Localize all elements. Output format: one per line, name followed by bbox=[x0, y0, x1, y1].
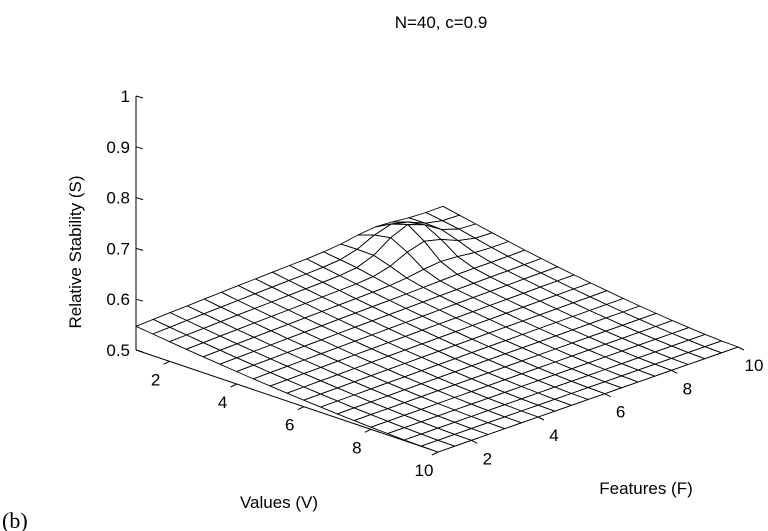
x-tick-label: 6 bbox=[285, 416, 294, 435]
z-tick-mark bbox=[135, 95, 144, 99]
x-tick-label: 2 bbox=[151, 370, 160, 389]
y-tick-label: 4 bbox=[549, 426, 558, 445]
z-tick-label: 0.6 bbox=[106, 290, 130, 309]
surface-mesh bbox=[135, 205, 739, 453]
x-tick-label: 8 bbox=[352, 438, 361, 457]
y-tick-mark bbox=[737, 346, 745, 351]
x-tick-mark bbox=[230, 383, 237, 388]
x-tick-mark bbox=[163, 360, 170, 365]
y-tick-mark bbox=[471, 439, 478, 444]
z-tick-label: 0.7 bbox=[106, 239, 130, 258]
y-tick-mark bbox=[671, 369, 678, 374]
z-tick-mark bbox=[135, 197, 144, 201]
surface-cell bbox=[420, 439, 456, 453]
z-axis: 0.5 0.6 0.7 0.8 0.9 1 bbox=[106, 87, 144, 360]
z-tick-label: 1 bbox=[121, 87, 130, 106]
z-tick-mark bbox=[135, 146, 144, 150]
z-tick-label: 0.8 bbox=[106, 189, 130, 208]
panel-label: (b) bbox=[2, 508, 28, 531]
x-axis: 2 4 6 8 10 bbox=[135, 349, 439, 480]
x-tick-mark bbox=[431, 451, 439, 456]
z-tick-label: 0.5 bbox=[106, 341, 130, 360]
x-tick-mark bbox=[364, 428, 372, 433]
y-tick-mark bbox=[537, 416, 545, 421]
z-tick-mark bbox=[135, 247, 144, 251]
y-axis-label: Features (F) bbox=[599, 479, 693, 498]
y-tick-label: 6 bbox=[616, 403, 625, 422]
x-axis-line bbox=[135, 349, 439, 453]
y-tick-label: 2 bbox=[483, 449, 492, 468]
y-tick-label: 10 bbox=[745, 356, 764, 375]
x-tick-label: 10 bbox=[415, 461, 434, 480]
y-tick-label: 8 bbox=[683, 379, 692, 398]
y-tick-mark bbox=[604, 393, 611, 398]
chart-title: N=40, c=0.9 bbox=[395, 13, 488, 32]
z-axis-label: Relative Stability (S) bbox=[66, 175, 85, 328]
x-axis-label: Values (V) bbox=[240, 493, 318, 512]
x-tick-label: 4 bbox=[218, 393, 227, 412]
x-tick-mark bbox=[297, 406, 305, 411]
z-tick-label: 0.9 bbox=[106, 138, 130, 157]
z-tick-mark bbox=[135, 298, 144, 302]
